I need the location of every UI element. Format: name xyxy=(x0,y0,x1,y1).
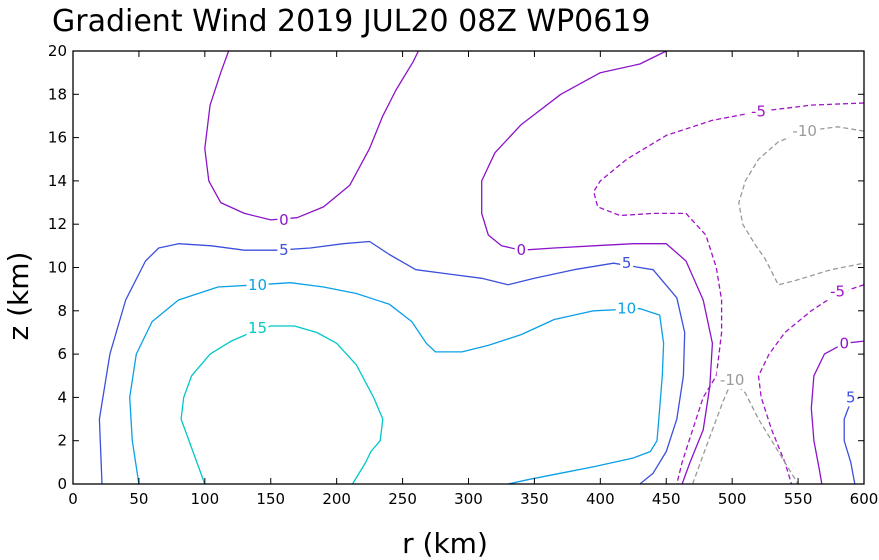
y-tick-label: 4 xyxy=(57,388,67,406)
y-tick-label: 16 xyxy=(48,129,67,147)
contour-label-bg xyxy=(844,388,858,407)
y-tick-label: 0 xyxy=(57,475,67,493)
contour-label-c0b: 0 xyxy=(516,241,526,259)
y-tick-label: 14 xyxy=(48,172,67,190)
y-tick-label: 10 xyxy=(48,259,67,277)
x-tick-label: 150 xyxy=(256,490,285,508)
plot-frame xyxy=(72,50,865,485)
contour-label-cm10b: -10 xyxy=(720,371,745,389)
contour-line-c0b xyxy=(481,50,714,485)
y-axis-label: z (km) xyxy=(2,252,35,341)
x-tick-label: 350 xyxy=(520,490,549,508)
contour-label-bg xyxy=(789,122,821,141)
contour-label-cm5a: -5 xyxy=(751,103,766,121)
contour-line-c0a xyxy=(204,50,419,221)
contour-line-cm5b xyxy=(757,284,865,485)
contour-line-c10a xyxy=(129,282,665,485)
contour-label-cm5b: -5 xyxy=(830,282,845,300)
contour-label-bg xyxy=(620,254,634,273)
contour-label-bg xyxy=(277,241,291,260)
contour-line-c0c xyxy=(810,340,865,485)
x-tick-label: 400 xyxy=(586,490,615,508)
contour-label-c10b: 10 xyxy=(617,300,636,318)
contour-line-c5c xyxy=(843,396,861,485)
contour-line-cm5a xyxy=(593,102,865,485)
contour-label-bg xyxy=(837,334,851,353)
contour-line-c5a xyxy=(98,240,686,485)
x-tick-label: 100 xyxy=(191,490,220,508)
contour-label-cm10a: -10 xyxy=(792,122,817,140)
x-tick-label: 50 xyxy=(129,490,148,508)
y-tick-label: 8 xyxy=(57,302,67,320)
x-axis: 0 50 100 150 200 250 300 350 400 450 500 550 600 xyxy=(68,51,878,508)
x-axis-label: r (km) xyxy=(402,527,488,560)
contour-label-bg xyxy=(747,102,770,121)
contour-label-c5b: 5 xyxy=(622,254,632,272)
contour-label-c0c: 0 xyxy=(839,334,849,352)
contour-label-bg xyxy=(716,371,748,390)
x-tick-label: 200 xyxy=(322,490,351,508)
contour-line-cm10a xyxy=(738,126,865,286)
contour-line-c15 xyxy=(180,325,384,485)
x-tick-label: 0 xyxy=(68,490,78,508)
x-tick-label: 300 xyxy=(454,490,483,508)
contour-label-c10a: 10 xyxy=(248,276,267,294)
x-tick-label: 250 xyxy=(388,490,417,508)
y-axis: 0 2 4 6 8 10 12 14 16 18 20 xyxy=(48,42,864,493)
contour-label-bg xyxy=(514,241,528,260)
contour-label-bg xyxy=(615,299,638,318)
contour-label-bg xyxy=(826,282,849,301)
chart-title: Gradient Wind 2019 JUL20 08Z WP0619 xyxy=(52,4,651,39)
contour-label-c5a: 5 xyxy=(279,241,289,259)
contour-label-bg xyxy=(246,319,269,338)
x-tick-label: 550 xyxy=(784,490,813,508)
contour-label-c5c: 5 xyxy=(846,388,856,406)
y-tick-label: 12 xyxy=(48,215,67,233)
y-tick-label: 18 xyxy=(48,85,67,103)
x-tick-label: 600 xyxy=(850,490,879,508)
y-tick-label: 6 xyxy=(57,345,67,363)
x-tick-label: 500 xyxy=(718,490,747,508)
contour-label-bg xyxy=(246,275,269,294)
y-tick-label: 2 xyxy=(57,432,67,450)
contour-line-cm10b xyxy=(691,379,799,485)
contour-label-c15: 15 xyxy=(248,319,267,337)
contour-label-bg xyxy=(277,210,291,229)
contour-label-c0a: 0 xyxy=(279,211,289,229)
y-tick-label: 20 xyxy=(48,42,67,60)
x-tick-label: 450 xyxy=(652,490,681,508)
plot-area: 15 10 10 5 5 5 0 0 0 -5 -5 -10 -10 xyxy=(98,50,865,485)
